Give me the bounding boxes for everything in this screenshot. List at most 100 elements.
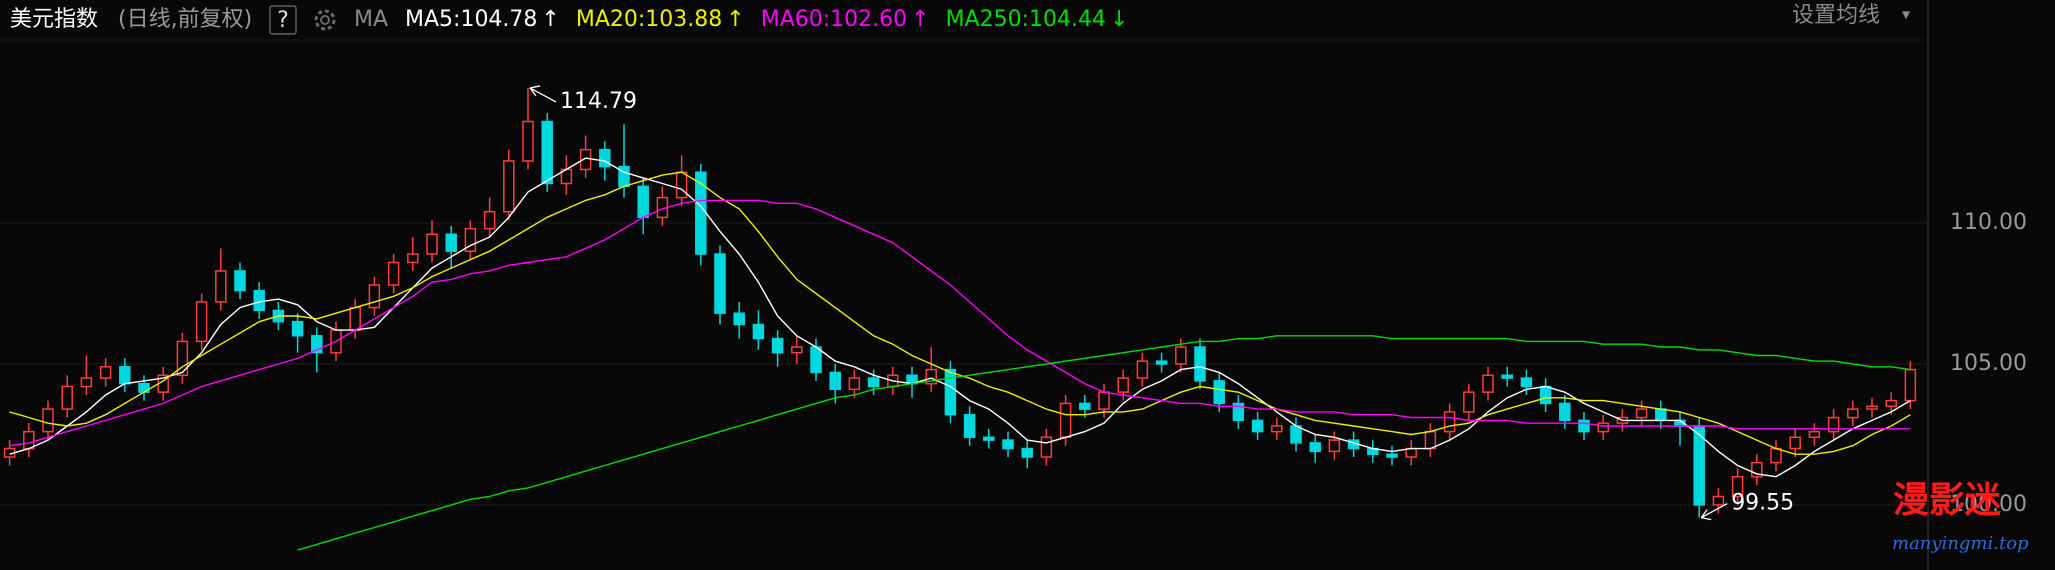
candle-body (1635, 408, 1648, 419)
candle-body (1155, 360, 1168, 365)
candle-body (1424, 430, 1437, 450)
gear-teeth (314, 9, 336, 31)
candle-body (1059, 402, 1072, 439)
candle-body (1866, 405, 1878, 410)
candle-body (733, 312, 745, 326)
candle-body (1002, 439, 1014, 450)
annotation-arrowhead (1700, 509, 1712, 521)
watermark-site: manyingmi.top (1892, 533, 2029, 554)
candle-body (752, 323, 765, 340)
candle-body (42, 408, 54, 433)
candle-body (23, 430, 35, 450)
candle-body (925, 368, 937, 385)
candle-body (1232, 402, 1245, 422)
legend-trend: ↑ (541, 7, 559, 32)
candle-body (291, 320, 304, 337)
legend: MA5:104.78 ↑ MA20:103.88 ↑ MA60:102.60 ↑ MA250… (405, 7, 1128, 32)
candle-body (791, 346, 803, 354)
candle-body (1194, 346, 1206, 382)
candle-body (1539, 385, 1552, 405)
candle-body (522, 120, 534, 162)
legend-entry: MA20:103.88 (576, 7, 722, 32)
candle-body (426, 233, 438, 255)
candle-body (541, 120, 553, 185)
candle-body (1827, 416, 1840, 433)
indicator-name: MA (354, 7, 388, 32)
candle-body (1290, 425, 1302, 444)
ma-line (9, 171, 1911, 455)
candle-body (311, 335, 323, 354)
legend-trend: ↑ (726, 7, 744, 32)
y-tick-label: 105.00 (1950, 351, 2027, 376)
plot-area: 114.79 99.55 (0, 85, 1928, 551)
annotation-arrow (529, 87, 557, 103)
candle-body (1251, 419, 1264, 433)
ma-line (297, 335, 1911, 551)
candle-body (714, 253, 726, 314)
help-box[interactable] (269, 5, 297, 35)
candle-body (1309, 442, 1321, 453)
candle-body (695, 171, 707, 255)
annotation-arrow (1700, 503, 1728, 519)
header: 美元指数 (日线,前复权) ? MA MA5:104.78 ↑ MA20:103.8… (10, 3, 1910, 35)
candle-body (1731, 475, 1744, 498)
candle-body (1904, 368, 1917, 402)
candle-body (1559, 402, 1571, 422)
legend-entry: MA250:104.44 (946, 7, 1106, 32)
candle-body (1597, 422, 1609, 433)
candle-body (1098, 391, 1110, 410)
candle-body (1213, 380, 1225, 405)
ma-line (9, 199, 1911, 447)
candle-body (1482, 374, 1494, 393)
candle-body (1021, 447, 1033, 458)
candle-body (1405, 447, 1417, 458)
candle-body (387, 261, 400, 286)
settings-button[interactable]: 设置均线 (1792, 3, 1880, 28)
y-tick-label: 100.00 (1950, 492, 2027, 517)
settings-caret[interactable]: ▾ (1902, 5, 1910, 24)
candle-body (1040, 436, 1053, 458)
candle-body (829, 371, 841, 391)
candle-body (637, 185, 649, 219)
candle-body (1117, 377, 1129, 393)
candle-body (1175, 346, 1187, 365)
gear-hub (320, 15, 330, 25)
instrument-title: 美元指数 (10, 7, 98, 32)
candle-body (195, 301, 208, 343)
y-tick-label: 110.00 (1950, 210, 2027, 235)
candle-body (1712, 495, 1725, 506)
candle-body (1079, 402, 1091, 410)
candle-body (983, 436, 995, 441)
candle-body (1847, 408, 1859, 419)
candle-body (1578, 419, 1590, 433)
candle-body (810, 346, 822, 374)
candle-body (407, 253, 419, 264)
candle-body (80, 377, 93, 388)
candle-body (215, 270, 227, 303)
candle-body (1751, 461, 1763, 478)
candle-body (963, 413, 976, 439)
annotation-label: 114.79 (560, 89, 637, 114)
help-button[interactable]: ? (277, 8, 289, 33)
legend-entry: MA5:104.78 (405, 7, 537, 32)
candle-body (483, 210, 496, 230)
candle-body (1885, 399, 1897, 408)
candle-body (503, 160, 515, 213)
candle-body (1655, 408, 1667, 422)
legend-entry: MA60:102.60 (761, 7, 907, 32)
candle-body (944, 368, 957, 416)
candle-body (1808, 430, 1821, 439)
annotation-label: 99.55 (1731, 491, 1794, 516)
settings-gear[interactable] (314, 9, 336, 31)
candle-body (867, 377, 880, 388)
candle-body (464, 227, 477, 252)
watermark: 漫影迷 manyingmi.top (1892, 480, 2029, 554)
candle-body (675, 171, 688, 199)
candle-body (253, 289, 265, 312)
candle-body (1328, 439, 1341, 453)
candle-body (176, 340, 189, 376)
